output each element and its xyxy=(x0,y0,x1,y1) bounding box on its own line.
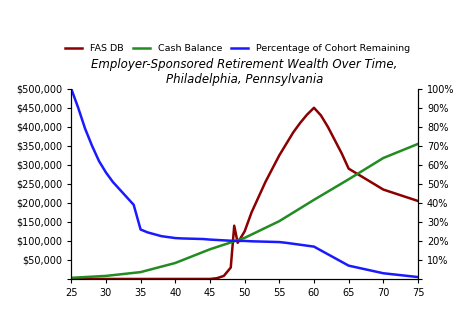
FAS DB xyxy=(332,138,338,142)
Percentage of Cohort Remaining xyxy=(117,188,123,191)
FAS DB xyxy=(172,277,178,281)
Percentage of Cohort Remaining xyxy=(138,228,143,231)
FAS DB xyxy=(207,277,213,281)
Cash Balance xyxy=(276,219,282,223)
FAS DB xyxy=(346,167,352,171)
FAS DB xyxy=(318,113,324,117)
Percentage of Cohort Remaining xyxy=(145,230,151,234)
Percentage of Cohort Remaining xyxy=(165,235,171,239)
Percentage of Cohort Remaining xyxy=(415,275,421,279)
FAS DB xyxy=(235,241,240,245)
FAS DB xyxy=(290,131,296,134)
Percentage of Cohort Remaining xyxy=(346,264,352,268)
FAS DB xyxy=(249,210,255,214)
Percentage of Cohort Remaining xyxy=(214,238,220,242)
Percentage of Cohort Remaining xyxy=(325,252,331,256)
Cash Balance xyxy=(138,270,143,274)
Percentage of Cohort Remaining xyxy=(131,203,136,207)
FAS DB xyxy=(304,113,310,117)
FAS DB xyxy=(263,180,268,184)
Percentage of Cohort Remaining xyxy=(82,127,88,131)
Line: Cash Balance: Cash Balance xyxy=(71,144,418,278)
Cash Balance xyxy=(346,178,352,181)
Legend: FAS DB, Cash Balance, Percentage of Cohort Remaining: FAS DB, Cash Balance, Percentage of Coho… xyxy=(62,40,414,57)
FAS DB xyxy=(256,195,261,199)
Percentage of Cohort Remaining xyxy=(263,240,268,243)
Percentage of Cohort Remaining xyxy=(256,240,261,243)
Percentage of Cohort Remaining xyxy=(76,106,81,110)
Percentage of Cohort Remaining xyxy=(180,236,185,240)
FAS DB xyxy=(221,274,227,278)
Percentage of Cohort Remaining xyxy=(276,240,282,244)
FAS DB xyxy=(245,220,251,224)
FAS DB xyxy=(231,224,237,228)
FAS DB xyxy=(415,199,421,203)
Cash Balance xyxy=(103,274,109,278)
FAS DB xyxy=(103,277,109,281)
FAS DB xyxy=(242,230,247,233)
Percentage of Cohort Remaining xyxy=(228,239,234,243)
FAS DB xyxy=(311,106,317,110)
FAS DB xyxy=(214,276,220,280)
Percentage of Cohort Remaining xyxy=(380,271,386,275)
Percentage of Cohort Remaining xyxy=(193,237,199,241)
Percentage of Cohort Remaining xyxy=(159,234,164,238)
Cash Balance xyxy=(380,156,386,160)
FAS DB xyxy=(269,167,275,171)
FAS DB xyxy=(380,188,386,191)
Percentage of Cohort Remaining xyxy=(339,260,344,264)
FAS DB xyxy=(228,266,234,269)
Percentage of Cohort Remaining xyxy=(318,249,324,252)
Percentage of Cohort Remaining xyxy=(68,87,74,91)
Percentage of Cohort Remaining xyxy=(297,243,303,247)
Line: Percentage of Cohort Remaining: Percentage of Cohort Remaining xyxy=(71,89,418,277)
FAS DB xyxy=(200,277,206,281)
Cash Balance xyxy=(242,236,247,240)
Percentage of Cohort Remaining xyxy=(221,238,227,242)
Percentage of Cohort Remaining xyxy=(124,195,130,199)
Cash Balance xyxy=(311,198,317,202)
FAS DB xyxy=(284,142,289,146)
Percentage of Cohort Remaining xyxy=(200,237,206,241)
Cash Balance xyxy=(68,276,74,280)
Percentage of Cohort Remaining xyxy=(332,256,338,260)
Percentage of Cohort Remaining xyxy=(89,144,95,148)
Percentage of Cohort Remaining xyxy=(269,240,275,244)
Cash Balance xyxy=(207,247,213,251)
Percentage of Cohort Remaining xyxy=(290,242,296,246)
Title: Employer-Sponsored Retirement Wealth Over Time,
Philadelphia, Pennsylvania: Employer-Sponsored Retirement Wealth Ove… xyxy=(91,58,398,86)
Percentage of Cohort Remaining xyxy=(242,239,247,243)
Percentage of Cohort Remaining xyxy=(207,238,213,242)
FAS DB xyxy=(276,153,282,157)
FAS DB xyxy=(325,125,331,129)
Percentage of Cohort Remaining xyxy=(311,245,317,249)
Cash Balance xyxy=(172,261,178,265)
FAS DB xyxy=(297,121,303,125)
Percentage of Cohort Remaining xyxy=(304,244,310,248)
Percentage of Cohort Remaining xyxy=(186,237,192,241)
Cash Balance xyxy=(415,142,421,146)
Percentage of Cohort Remaining xyxy=(110,180,116,184)
Percentage of Cohort Remaining xyxy=(96,159,102,163)
FAS DB xyxy=(238,235,244,239)
FAS DB xyxy=(68,277,74,281)
Percentage of Cohort Remaining xyxy=(235,239,240,243)
FAS DB xyxy=(339,152,344,155)
Percentage of Cohort Remaining xyxy=(249,239,255,243)
FAS DB xyxy=(138,277,143,281)
Line: FAS DB: FAS DB xyxy=(71,108,418,279)
Percentage of Cohort Remaining xyxy=(103,171,109,174)
Percentage of Cohort Remaining xyxy=(284,241,289,245)
Percentage of Cohort Remaining xyxy=(152,232,157,236)
Percentage of Cohort Remaining xyxy=(172,236,178,240)
